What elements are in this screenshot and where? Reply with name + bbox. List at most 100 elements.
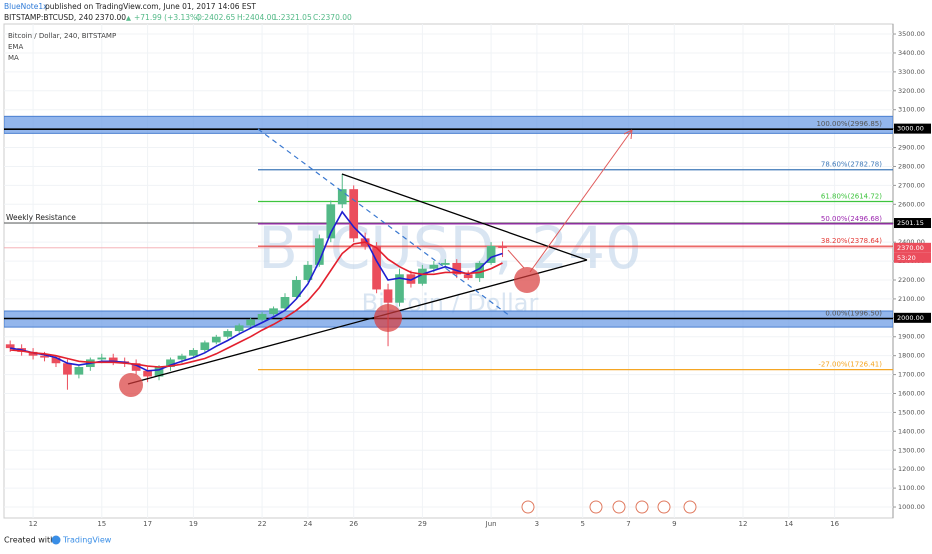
event-icon[interactable] — [589, 500, 603, 514]
change-arrow: ▲ — [126, 14, 131, 22]
event-icon[interactable] — [612, 500, 626, 514]
candle-body — [97, 357, 107, 360]
y-tick-label: 1200.00 — [898, 465, 925, 473]
y-tick-label: 1800.00 — [898, 352, 925, 360]
price-label: 2501.15 — [897, 219, 924, 227]
highlight-circle — [119, 373, 143, 397]
x-tick-label: 19 — [189, 520, 198, 528]
x-tick-label: 5 — [580, 520, 584, 528]
y-tick-label: 2900.00 — [898, 144, 925, 152]
candle-body — [40, 355, 49, 358]
footer-brand[interactable]: TradingView — [62, 536, 112, 545]
brand-logo — [51, 535, 61, 545]
fib-label: 61.80%(2614.72) — [821, 193, 882, 201]
candle-body — [326, 204, 336, 239]
y-tick-label: 3300.00 — [898, 68, 925, 76]
x-tick-label: 14 — [784, 520, 793, 528]
candle-body — [314, 238, 324, 265]
candle-body — [486, 245, 496, 263]
x-tick-label: 7 — [626, 520, 630, 528]
candle-body — [63, 363, 72, 375]
candle-body — [429, 264, 439, 269]
y-tick-label: 1000.00 — [898, 503, 925, 511]
candle-body — [234, 325, 244, 332]
highlight-circle — [374, 304, 402, 332]
ohlc-open: O:2402.65 — [196, 13, 236, 22]
published-info: published on TradingView.com, June 01, 2… — [45, 2, 256, 11]
y-tick-label: 2400.00 — [898, 238, 925, 246]
price-label: 3000.00 — [897, 125, 924, 133]
ohlc-high: H:2404.00 — [237, 13, 276, 22]
y-tick-label: 3100.00 — [898, 106, 925, 114]
y-tick-label: 1700.00 — [898, 371, 925, 379]
fib-label: 78.60%(2782.78) — [821, 161, 882, 169]
event-icon[interactable] — [683, 500, 697, 514]
y-tick-label: 1600.00 — [898, 390, 925, 398]
candle-body — [337, 189, 347, 205]
ohlc-low: L:2321.05 — [274, 13, 312, 22]
candle-body — [372, 245, 381, 290]
triangle-lower — [127, 259, 588, 385]
candle-body — [475, 262, 484, 279]
event-icon[interactable] — [657, 500, 671, 514]
price-label: 2370.00 — [897, 244, 924, 252]
x-tick-label: 9 — [672, 520, 676, 528]
y-tick-label: 1300.00 — [898, 446, 925, 454]
footer-created: Created with — [4, 536, 55, 545]
event-icon[interactable] — [635, 500, 649, 514]
price-label-box — [894, 123, 931, 134]
candle-body — [280, 297, 290, 309]
x-tick-label: 24 — [303, 520, 312, 528]
countdown: 53:20 — [897, 254, 916, 262]
y-tick-label: 3500.00 — [898, 30, 925, 38]
candle-body — [223, 331, 233, 337]
y-tick-label: 2600.00 — [898, 200, 925, 208]
candle-body — [189, 349, 198, 356]
fib-label: -27.00%(1726.41) — [818, 361, 882, 369]
x-tick-label: 3 — [535, 520, 539, 528]
y-tick-label: 2800.00 — [898, 162, 925, 170]
x-tick-label: 12 — [739, 520, 748, 528]
symbol: BITSTAMP:BTCUSD, 240 — [4, 13, 93, 22]
candle-body — [108, 357, 118, 362]
event-icon[interactable] — [521, 500, 535, 514]
projection-short — [507, 249, 525, 269]
candle-body — [418, 268, 427, 284]
x-tick-label: 29 — [418, 520, 427, 528]
candle-body — [177, 355, 187, 360]
y-tick-label: 3400.00 — [898, 49, 925, 57]
legend-entry: EMA — [8, 43, 23, 51]
price-label-box — [894, 312, 931, 323]
y-tick-label: 2100.00 — [898, 295, 925, 303]
drawings — [119, 128, 697, 514]
y-tick-label: 1400.00 — [898, 427, 925, 435]
triangle-upper — [341, 173, 588, 261]
candle-body — [51, 357, 61, 364]
y-tick-label: 2700.00 — [898, 181, 925, 189]
ohlc-close: C:2370.00 — [313, 13, 352, 22]
candle-body — [303, 264, 313, 280]
y-tick-label: 1100.00 — [898, 484, 925, 492]
candle-body — [131, 363, 141, 371]
header-price: 2370.00 — [95, 13, 126, 22]
fib-label: 50.00%(2496.68) — [821, 215, 882, 223]
candle-body — [200, 342, 210, 350]
countdown-box — [894, 252, 931, 263]
candle-body — [463, 274, 473, 279]
price-label-box — [894, 242, 931, 253]
x-tick-label: 22 — [258, 520, 267, 528]
x-tick-label: Jun — [485, 520, 497, 528]
candle-body — [395, 274, 404, 303]
fib-label: 0.00%(1996.50) — [825, 309, 882, 317]
candle-body — [406, 274, 416, 284]
fib-label: 38.20%(2378.64) — [821, 237, 882, 245]
y-tick-label: 1900.00 — [898, 333, 925, 341]
candle-body — [383, 289, 393, 303]
x-tick-label: 16 — [830, 520, 839, 528]
arrow-head — [623, 129, 633, 140]
price-label-box — [894, 218, 931, 229]
candle-body — [211, 336, 221, 343]
candle-body — [28, 351, 38, 356]
author[interactable]: BlueNote1x — [4, 2, 48, 11]
